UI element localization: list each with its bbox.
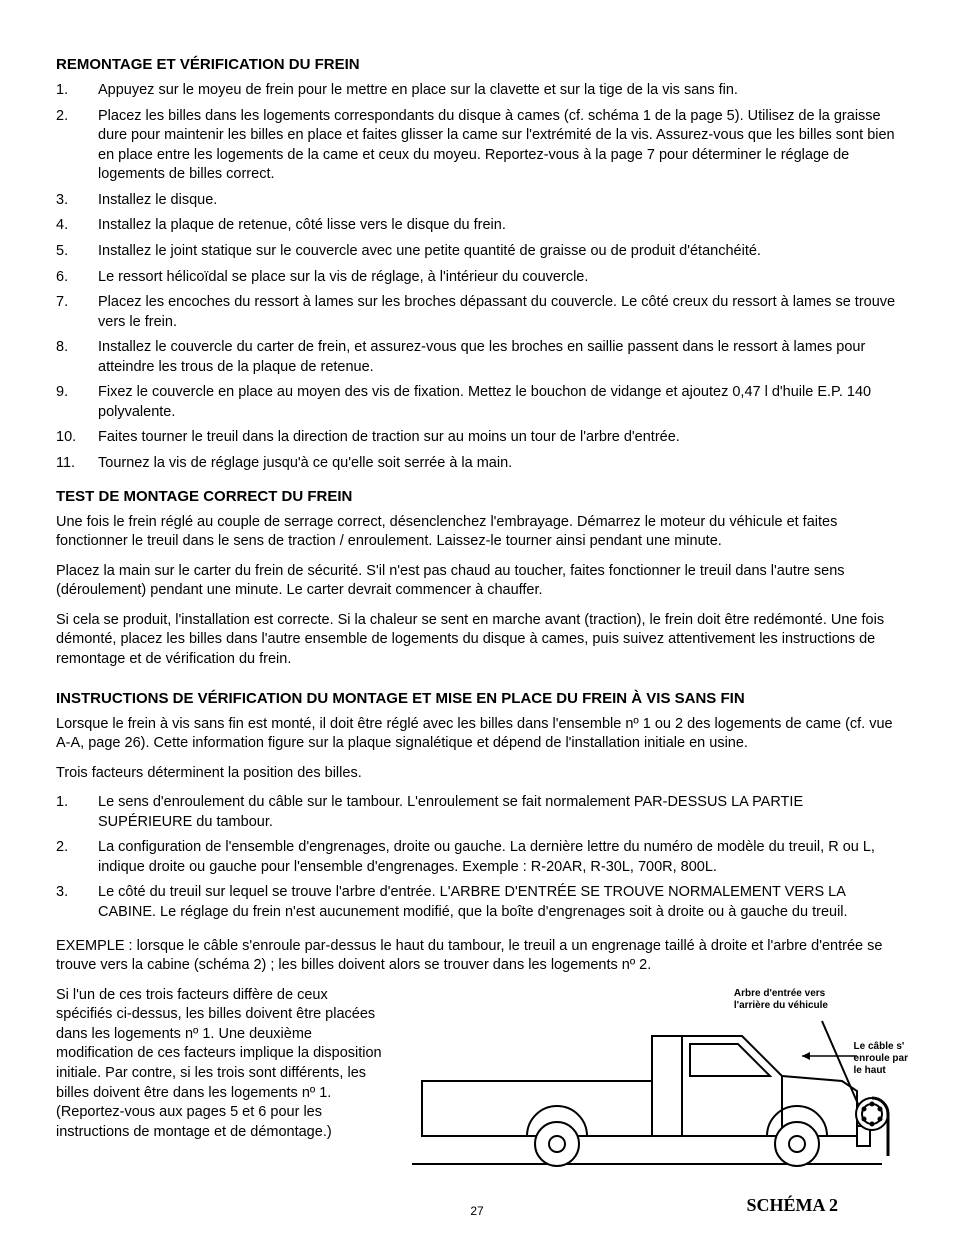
list-num: 2.: [56, 107, 98, 185]
section1-title: REMONTAGE ET VÉRIFICATION DU FREIN: [56, 56, 898, 73]
callout-cable: Le câble s' enroule par le haut: [854, 1041, 908, 1077]
list-item: Placez les billes dans les logements cor…: [98, 107, 898, 185]
list-num: 3.: [56, 191, 98, 211]
list-num: 3.: [56, 883, 98, 922]
list-item: Installez le joint statique sur le couve…: [98, 242, 898, 262]
list-item: La configuration de l'ensemble d'engrena…: [98, 838, 898, 877]
list-item: Installez le couvercle du carter de frei…: [98, 338, 898, 377]
list-num: 11.: [56, 454, 98, 474]
page-number: 27: [0, 1204, 954, 1218]
callout-line: l'arrière du véhicule: [734, 1000, 828, 1011]
list-item: Installez le disque.: [98, 191, 898, 211]
list-num: 9.: [56, 383, 98, 422]
callout-line: Arbre d'entrée vers: [734, 988, 825, 999]
list-num: 1.: [56, 793, 98, 832]
section3-tail-col: Si l'un de ces trois facteurs diffère de…: [56, 986, 386, 1153]
list-item: Placez les encoches du ressort à lames s…: [98, 293, 898, 332]
diagram-row: Si l'un de ces trois facteurs diffère de…: [56, 986, 898, 1216]
list-item: Le côté du treuil sur lequel se trouve l…: [98, 883, 898, 922]
list-item: Tournez la vis de réglage jusqu'à ce qu'…: [98, 454, 898, 474]
list-item: Fixez le couvercle en place au moyen des…: [98, 383, 898, 422]
list-item: Faites tourner le treuil dans la directi…: [98, 428, 898, 448]
list-item: Appuyez sur le moyeu de frein pour le me…: [98, 81, 898, 101]
section3-list: 1.Le sens d'enroulement du câble sur le …: [56, 793, 898, 922]
diagram-2: Arbre d'entrée vers l'arrière du véhicul…: [402, 986, 898, 1216]
list-num: 5.: [56, 242, 98, 262]
callout-line: Le câble s': [854, 1041, 905, 1052]
list-num: 7.: [56, 293, 98, 332]
section2-title: TEST DE MONTAGE CORRECT DU FREIN: [56, 488, 898, 505]
section2-para: Si cela se produit, l'installation est c…: [56, 611, 898, 670]
callout-arbre: Arbre d'entrée vers l'arrière du véhicul…: [734, 988, 828, 1012]
section3-example: EXEMPLE : lorsque le câble s'enroule par…: [56, 937, 898, 976]
list-item: Le ressort hélicoïdal se place sur la vi…: [98, 268, 898, 288]
list-num: 1.: [56, 81, 98, 101]
page: REMONTAGE ET VÉRIFICATION DU FREIN 1.App…: [0, 0, 954, 1236]
section1-list: 1.Appuyez sur le moyeu de frein pour le …: [56, 81, 898, 474]
callout-line: le haut: [854, 1065, 886, 1076]
list-item: Installez la plaque de retenue, côté lis…: [98, 216, 898, 236]
section3-title: INSTRUCTIONS DE VÉRIFICATION DU MONTAGE …: [56, 690, 898, 707]
list-item: Le sens d'enroulement du câble sur le ta…: [98, 793, 898, 832]
callout-line: enroule par: [854, 1053, 908, 1064]
list-num: 10.: [56, 428, 98, 448]
section3-intro: Trois facteurs déterminent la position d…: [56, 764, 898, 784]
truck-diagram-icon: [402, 986, 892, 1186]
list-num: 2.: [56, 838, 98, 877]
list-num: 8.: [56, 338, 98, 377]
list-num: 4.: [56, 216, 98, 236]
section3-tail: Si l'un de ces trois facteurs diffère de…: [56, 986, 386, 1143]
section2-para: Placez la main sur le carter du frein de…: [56, 562, 898, 601]
section2-para: Une fois le frein réglé au couple de ser…: [56, 513, 898, 552]
list-num: 6.: [56, 268, 98, 288]
section3-intro: Lorsque le frein à vis sans fin est mont…: [56, 715, 898, 754]
